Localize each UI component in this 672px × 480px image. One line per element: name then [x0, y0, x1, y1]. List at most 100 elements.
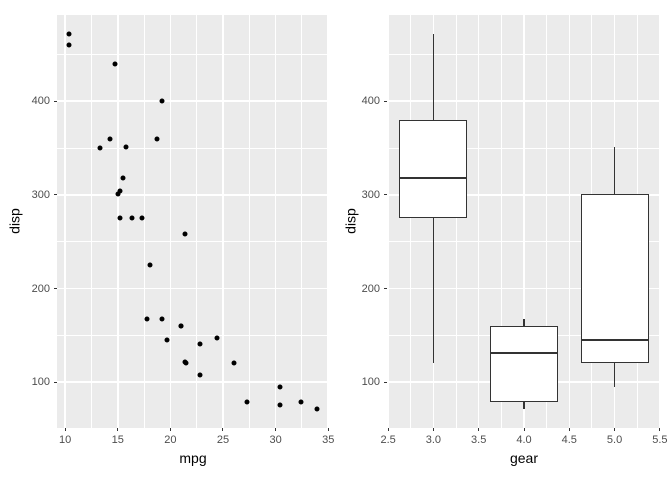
data-point [117, 188, 123, 194]
median-line [399, 176, 468, 180]
data-point [97, 145, 103, 151]
data-point [66, 31, 72, 37]
x-minor-gridline [455, 15, 457, 428]
boxplot-panel [387, 15, 661, 428]
data-point [314, 406, 320, 412]
y-major-gridline [57, 381, 329, 383]
x-tick-label: 15 [111, 434, 124, 446]
x-tick-label: 5.0 [606, 434, 623, 446]
y-minor-gridline [57, 147, 329, 149]
x-tick-mark [432, 428, 434, 431]
x-minor-gridline [546, 15, 548, 428]
y-tick-label: 400 [361, 95, 380, 108]
x-minor-gridline [90, 15, 92, 428]
y-major-gridline [57, 194, 329, 196]
lower-whisker [432, 217, 435, 364]
x-major-gridline [117, 15, 119, 428]
data-point [144, 316, 150, 322]
y-axis-title-disp: disp [6, 208, 23, 234]
data-point [147, 262, 153, 268]
x-tick-label: 10 [59, 434, 72, 446]
data-point [231, 360, 236, 366]
x-tick-mark [478, 428, 480, 431]
x-tick-label: 30 [269, 434, 282, 446]
y-major-gridline [387, 194, 661, 196]
data-point [107, 136, 113, 142]
y-tick-mark [54, 288, 57, 289]
y-major-gridline [57, 100, 329, 102]
upper-whisker [613, 147, 616, 194]
data-point [120, 175, 126, 181]
y-major-gridline [387, 287, 661, 290]
x-minor-gridline [248, 15, 250, 428]
x-major-gridline [64, 15, 66, 428]
y-tick-label: 100 [31, 376, 50, 389]
x-major-gridline [387, 15, 389, 428]
x-major-gridline [274, 15, 277, 428]
y-tick-label: 300 [361, 188, 380, 201]
x-tick-mark [387, 428, 389, 431]
data-point [197, 341, 203, 347]
x-tick-mark [169, 428, 171, 431]
median-line [580, 338, 649, 342]
data-point [159, 98, 165, 104]
y-tick-label: 200 [361, 282, 380, 295]
x-tick-mark [64, 428, 66, 431]
x-major-gridline [568, 15, 571, 428]
y-tick-label: 400 [31, 95, 50, 108]
x-axis-title-mpg: mpg [179, 450, 207, 466]
x-tick-label: 4.0 [516, 434, 532, 446]
data-point [123, 144, 129, 150]
x-minor-gridline [500, 15, 502, 428]
y-tick-mark [384, 288, 387, 289]
y-tick-mark [384, 381, 387, 383]
data-point [277, 402, 283, 408]
x-major-gridline [327, 15, 329, 428]
data-point [66, 42, 72, 48]
x-major-gridline [169, 15, 172, 428]
y-minor-gridline [57, 53, 329, 55]
data-point [115, 191, 121, 197]
x-tick-mark [614, 428, 616, 431]
data-point [117, 215, 123, 221]
x-minor-gridline [301, 15, 303, 428]
data-point [129, 215, 135, 221]
data-point [182, 359, 188, 365]
data-point [112, 61, 118, 67]
data-point [139, 215, 145, 221]
upper-whisker [523, 318, 525, 326]
upper-whisker [432, 33, 435, 120]
x-tick-label: 3.5 [471, 434, 487, 446]
x-tick-mark [275, 428, 277, 431]
lower-whisker [523, 401, 525, 410]
x-major-gridline [477, 15, 480, 428]
x-tick-mark [222, 428, 224, 431]
x-tick-label: 5.5 [652, 434, 668, 446]
data-point [197, 372, 203, 378]
x-minor-gridline [196, 15, 198, 428]
y-tick-mark [54, 100, 57, 102]
x-tick-label: 2.5 [380, 434, 396, 446]
x-tick-label: 25 [216, 434, 230, 446]
y-major-gridline [387, 100, 661, 102]
data-point [277, 384, 283, 390]
median-line [490, 352, 558, 355]
x-major-gridline [659, 15, 661, 428]
x-tick-mark [523, 428, 525, 431]
y-tick-mark [54, 194, 57, 196]
x-tick-label: 20 [164, 434, 177, 446]
y-minor-gridline [57, 241, 329, 243]
y-tick-label: 300 [31, 188, 50, 201]
x-tick-mark [327, 428, 329, 431]
data-point [178, 323, 184, 329]
box-iqr [580, 193, 649, 364]
data-point [159, 316, 165, 322]
x-tick-mark [659, 428, 661, 431]
y-tick-mark [384, 194, 387, 196]
lower-whisker [613, 363, 616, 387]
data-point [154, 136, 160, 142]
y-tick-mark [384, 100, 387, 102]
x-tick-label: 4.5 [561, 434, 577, 446]
y-minor-gridline [57, 334, 329, 336]
